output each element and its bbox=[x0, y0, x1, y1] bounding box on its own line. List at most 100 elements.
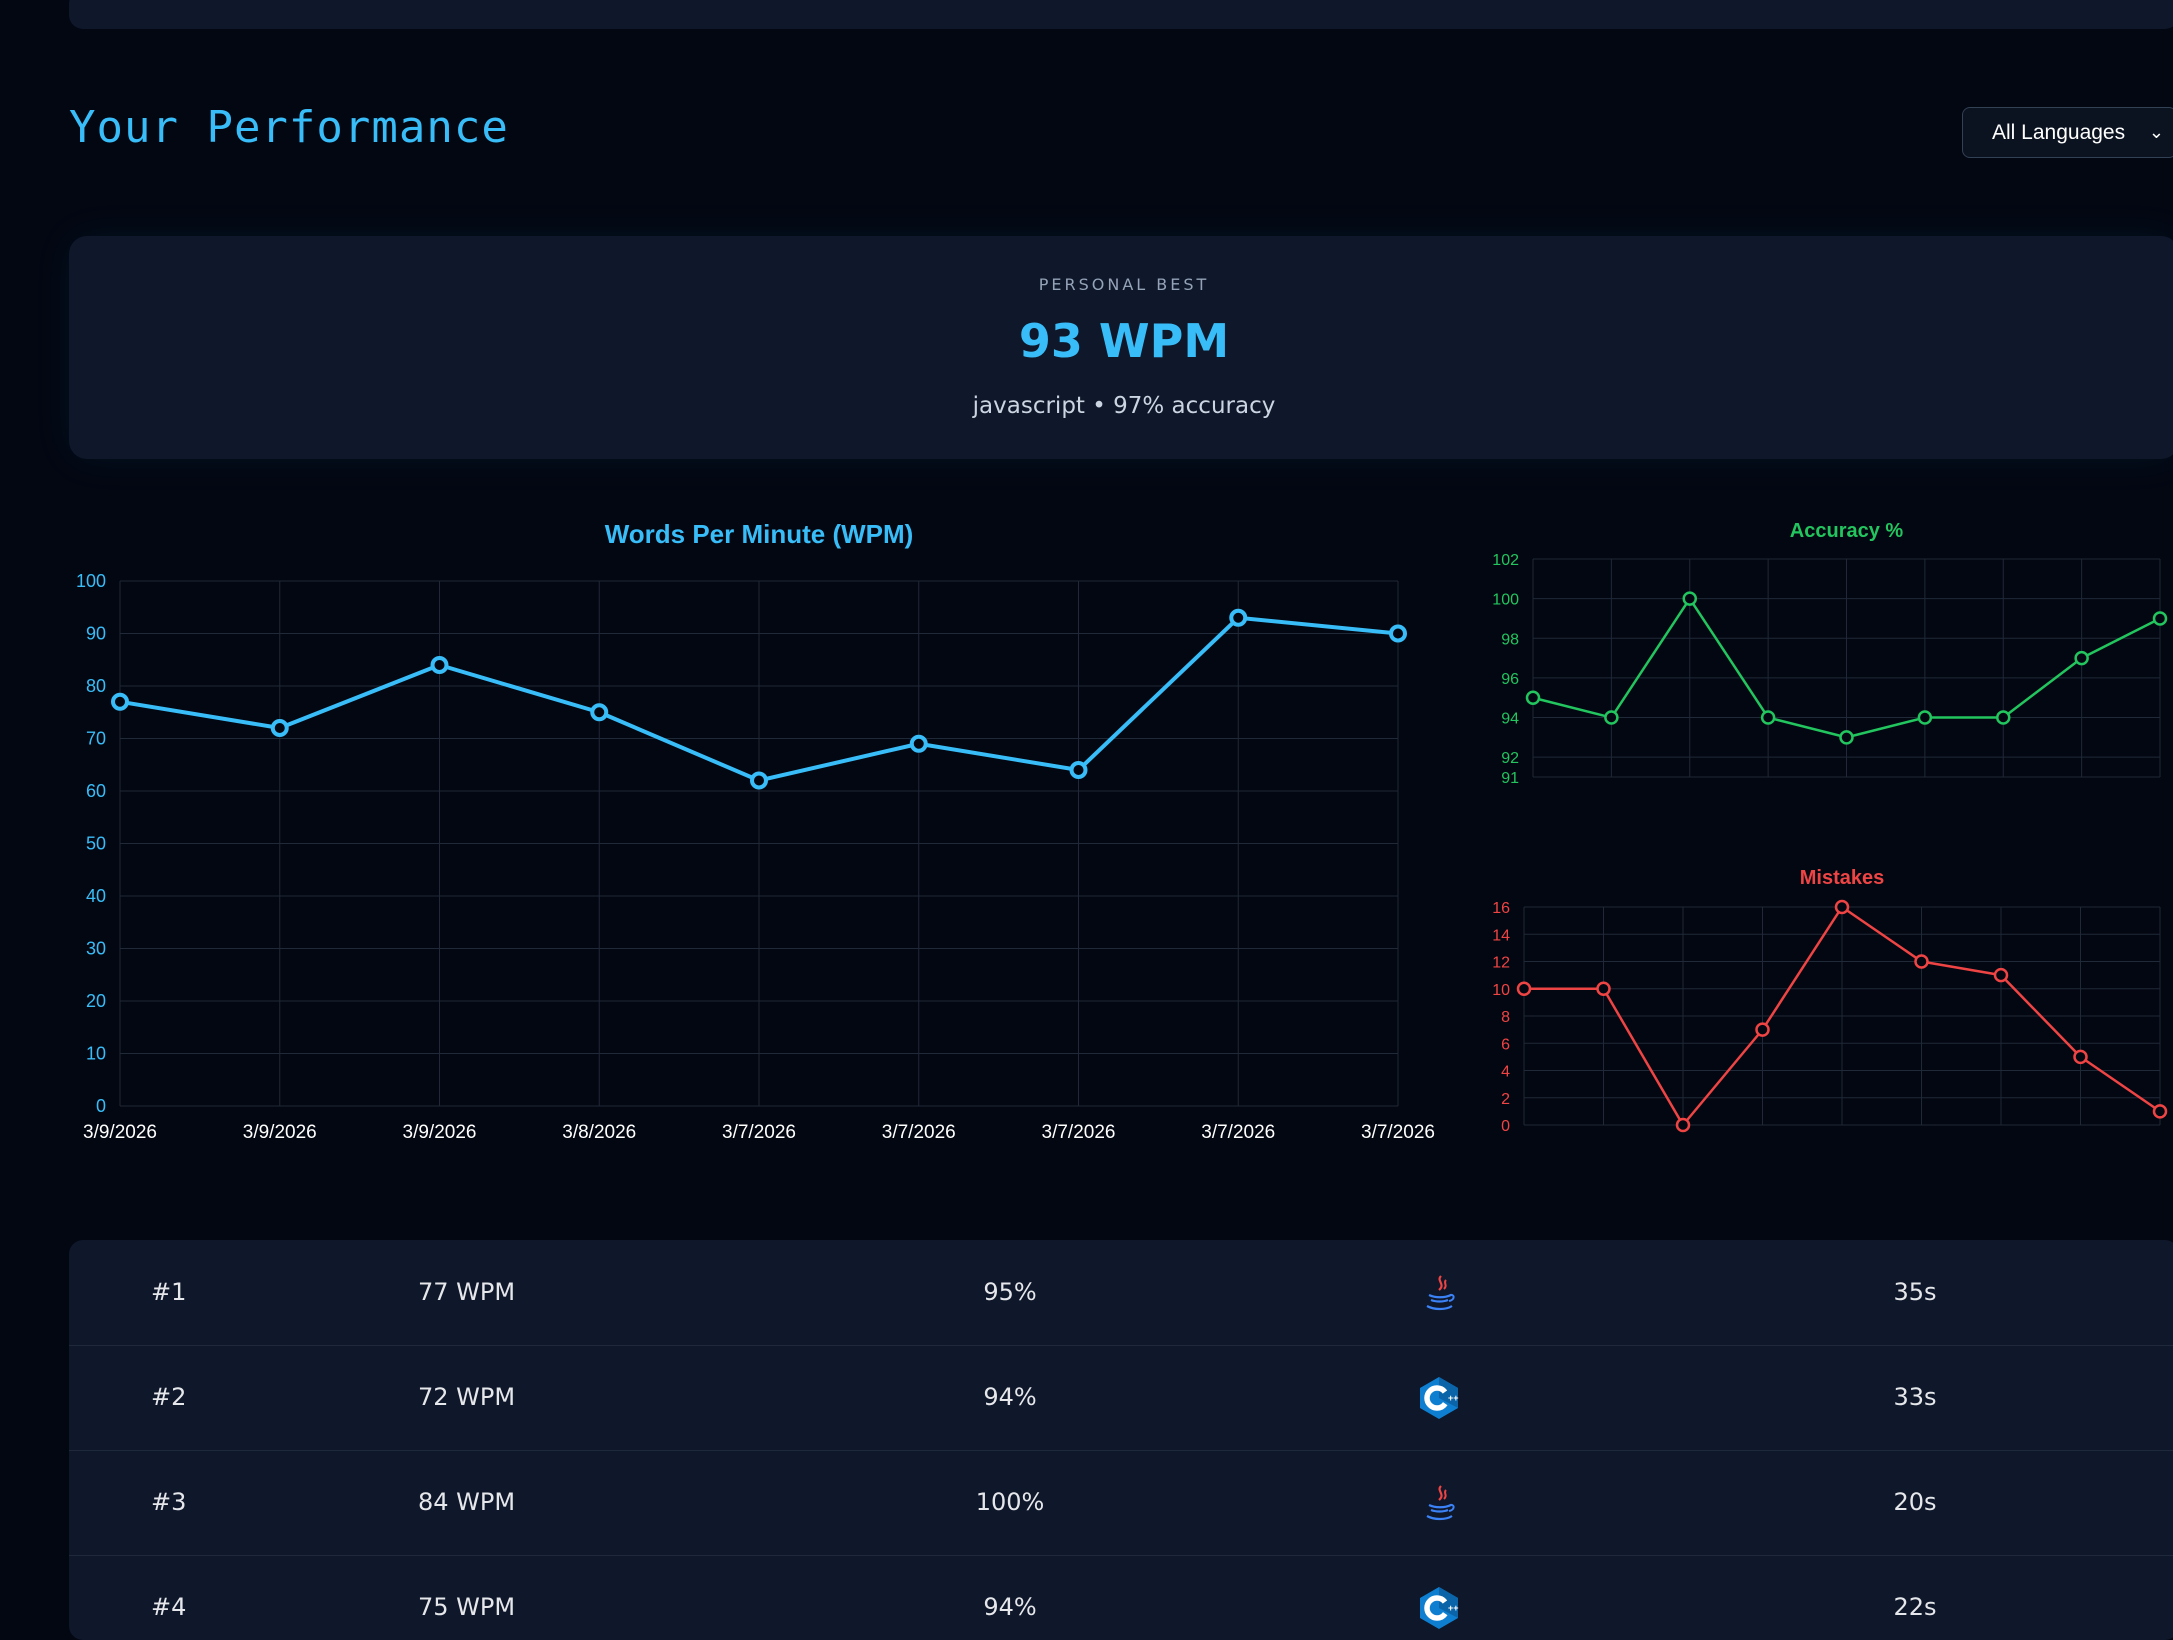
x-tick-label: 3/9/2026 bbox=[83, 1122, 157, 1143]
y-tick-label: 100 bbox=[1492, 592, 1519, 609]
accuracy-cell: 95% bbox=[983, 1278, 1037, 1306]
y-tick-label: 0 bbox=[96, 1096, 106, 1116]
data-point bbox=[1675, 1117, 1691, 1133]
personal-best-card: PERSONAL BEST 93 WPM javascript • 97% ac… bbox=[69, 236, 2173, 459]
svg-text:++: ++ bbox=[1448, 1603, 1459, 1613]
mistakes-chart: Mistakes 0 2 4 6 8 10 12 14 16 bbox=[1492, 867, 2168, 1135]
time-cell: 35s bbox=[1893, 1278, 1937, 1306]
y-tick-label: 100 bbox=[76, 571, 106, 591]
table-row[interactable]: #2 72 WPM 94% ++ 33s bbox=[69, 1345, 2173, 1451]
java-icon bbox=[1399, 1450, 1479, 1555]
data-point bbox=[1917, 710, 1933, 725]
data-point bbox=[1389, 624, 1407, 643]
accuracy-chart: Accuracy % 91 92 94 96 98 100 102 bbox=[1492, 520, 2168, 787]
rank-cell: #3 bbox=[151, 1488, 187, 1516]
cpp-icon: ++ bbox=[1399, 1345, 1479, 1450]
data-point bbox=[2152, 611, 2168, 626]
data-point bbox=[111, 692, 129, 711]
y-tick-label: 60 bbox=[86, 781, 106, 801]
wpm-cell: 72 WPM bbox=[418, 1383, 516, 1411]
y-tick-label: 20 bbox=[86, 991, 106, 1011]
scores-table: #1 77 WPM 95% 35s #2 72 WPM 94% ++ bbox=[69, 1240, 2173, 1640]
y-tick-label: 80 bbox=[86, 676, 106, 696]
data-point bbox=[1914, 954, 1929, 969]
svg-text:++: ++ bbox=[1448, 1393, 1459, 1403]
chart-title: Accuracy % bbox=[1790, 520, 1904, 542]
rank-cell: #1 bbox=[151, 1278, 187, 1306]
y-tick-label: 98 bbox=[1501, 631, 1519, 648]
data-point bbox=[1755, 1022, 1770, 1037]
chart-title: Words Per Minute (WPM) bbox=[605, 519, 914, 549]
y-tick-label: 10 bbox=[86, 1044, 106, 1064]
y-tick-label: 8 bbox=[1501, 1009, 1510, 1026]
chevron-down-icon: ⌄ bbox=[2148, 122, 2164, 142]
data-point bbox=[1682, 591, 1697, 606]
x-tick-label: 3/7/2026 bbox=[1201, 1122, 1275, 1143]
y-tick-label: 91 bbox=[1501, 770, 1519, 787]
java-icon bbox=[1399, 1240, 1479, 1345]
y-tick-label: 12 bbox=[1492, 955, 1510, 972]
time-cell: 20s bbox=[1893, 1488, 1937, 1516]
personal-best-value: 93 WPM bbox=[1018, 314, 1230, 368]
wpm-cell: 77 WPM bbox=[418, 1278, 516, 1306]
data-point bbox=[2152, 1104, 2168, 1119]
data-point bbox=[1760, 710, 1776, 725]
y-tick-label: 0 bbox=[1501, 1118, 1510, 1135]
y-tick-label: 40 bbox=[86, 886, 106, 906]
accuracy-cell: 100% bbox=[975, 1488, 1045, 1516]
x-tick-label: 3/9/2026 bbox=[403, 1122, 477, 1143]
page-title: Your Performance bbox=[69, 102, 509, 153]
data-point bbox=[1229, 608, 1248, 627]
data-point bbox=[1839, 730, 1854, 745]
x-tick-label: 3/7/2026 bbox=[722, 1122, 796, 1143]
data-point bbox=[1996, 710, 2011, 725]
x-tick-label: 3/9/2026 bbox=[243, 1122, 317, 1143]
wpm-chart: Words Per Minute (WPM) 0 10 20 30 40 50 60 70 80 9… bbox=[76, 519, 1435, 1143]
y-tick-label: 16 bbox=[1492, 900, 1510, 917]
y-tick-label: 2 bbox=[1501, 1091, 1510, 1108]
language-filter-select[interactable]: All Languages ⌄ bbox=[1962, 107, 2173, 158]
y-tick-label: 14 bbox=[1492, 927, 1510, 944]
y-tick-label: 102 bbox=[1492, 552, 1519, 569]
y-tick-label: 6 bbox=[1501, 1036, 1510, 1053]
y-tick-label: 94 bbox=[1501, 711, 1519, 728]
data-point bbox=[1604, 710, 1619, 725]
y-tick-label: 10 bbox=[1492, 982, 1510, 999]
accuracy-cell: 94% bbox=[983, 1593, 1037, 1621]
language-filter-value: All Languages bbox=[1992, 120, 2126, 144]
time-cell: 22s bbox=[1893, 1593, 1937, 1621]
y-tick-label: 90 bbox=[86, 624, 106, 644]
time-cell: 33s bbox=[1893, 1383, 1937, 1411]
data-point bbox=[1525, 690, 1541, 705]
cpp-icon: ++ bbox=[1399, 1555, 1479, 1640]
table-row[interactable]: #1 77 WPM 95% 35s bbox=[69, 1240, 2173, 1346]
data-point bbox=[1993, 967, 2009, 983]
previous-section-card bbox=[69, 0, 2173, 29]
x-tick-label: 3/7/2026 bbox=[1361, 1122, 1435, 1143]
data-point bbox=[2074, 650, 2089, 666]
chart-title: Mistakes bbox=[1800, 867, 1885, 889]
data-point bbox=[590, 703, 609, 722]
table-row[interactable]: #4 75 WPM 94% ++ 22s bbox=[69, 1555, 2173, 1640]
data-point bbox=[1596, 981, 1611, 996]
y-tick-label: 4 bbox=[1501, 1064, 1510, 1081]
data-point bbox=[1516, 981, 1532, 996]
x-tick-label: 3/7/2026 bbox=[1042, 1122, 1116, 1143]
accuracy-cell: 94% bbox=[983, 1383, 1037, 1411]
x-tick-label: 3/8/2026 bbox=[562, 1122, 636, 1143]
y-tick-label: 92 bbox=[1501, 750, 1519, 767]
wpm-cell: 75 WPM bbox=[418, 1593, 516, 1621]
data-point bbox=[750, 771, 768, 790]
personal-best-detail: javascript • 97% accuracy bbox=[972, 393, 1276, 419]
data-point bbox=[1069, 761, 1088, 779]
wpm-cell: 84 WPM bbox=[418, 1488, 516, 1516]
table-row[interactable]: #3 84 WPM 100% 20s bbox=[69, 1450, 2173, 1556]
personal-best-label: PERSONAL BEST bbox=[1038, 275, 1210, 294]
y-tick-label: 30 bbox=[86, 939, 106, 959]
data-point bbox=[2073, 1049, 2088, 1065]
data-point bbox=[1834, 899, 1850, 915]
data-point bbox=[909, 734, 928, 753]
rank-cell: #2 bbox=[151, 1383, 187, 1411]
x-tick-label: 3/7/2026 bbox=[882, 1122, 956, 1143]
data-point bbox=[430, 656, 449, 674]
